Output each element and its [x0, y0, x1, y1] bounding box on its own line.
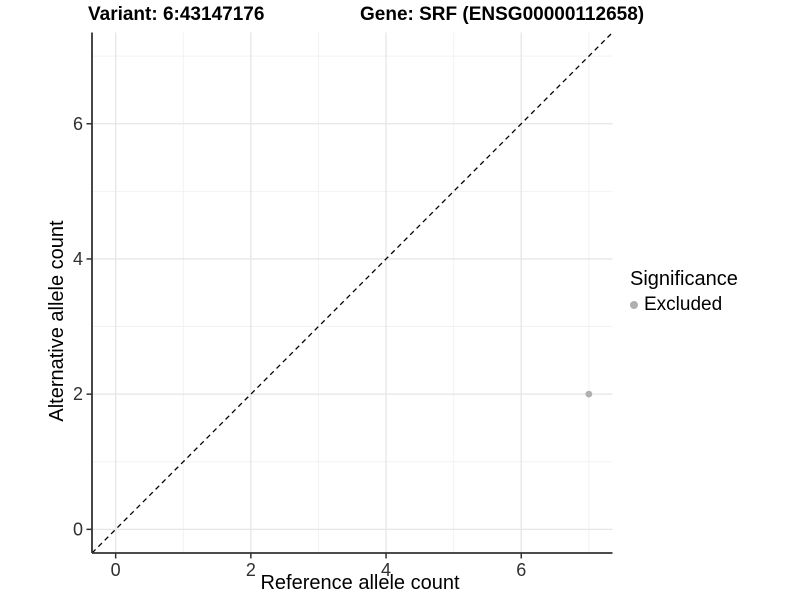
y-tick-label: 4	[73, 249, 83, 269]
x-tick-label: 6	[516, 560, 526, 580]
y-tick-label: 0	[73, 519, 83, 539]
identity-dashed-line	[91, 32, 613, 554]
legend-title: Significance	[630, 268, 738, 290]
x-axis-title: Reference allele count	[260, 572, 460, 594]
legend-item-label: Excluded	[644, 294, 723, 315]
data-point-excluded	[585, 390, 593, 398]
x-tick-label: 2	[246, 560, 256, 580]
legend-point-swatch	[630, 301, 638, 309]
y-tick-label: 6	[73, 114, 83, 134]
plot-title-variant: Variant: 6:43147176	[88, 4, 265, 25]
x-tick-label: 0	[111, 560, 121, 580]
x-tick-label: 4	[381, 560, 391, 580]
legend-item-excluded: Excluded	[630, 294, 738, 316]
y-tick-label: 2	[73, 384, 83, 404]
plot-title-gene: Gene: SRF (ENSG00000112658)	[360, 4, 645, 25]
y-axis-title: Alternative allele count	[46, 220, 68, 422]
legend: Significance Excluded	[630, 268, 738, 316]
